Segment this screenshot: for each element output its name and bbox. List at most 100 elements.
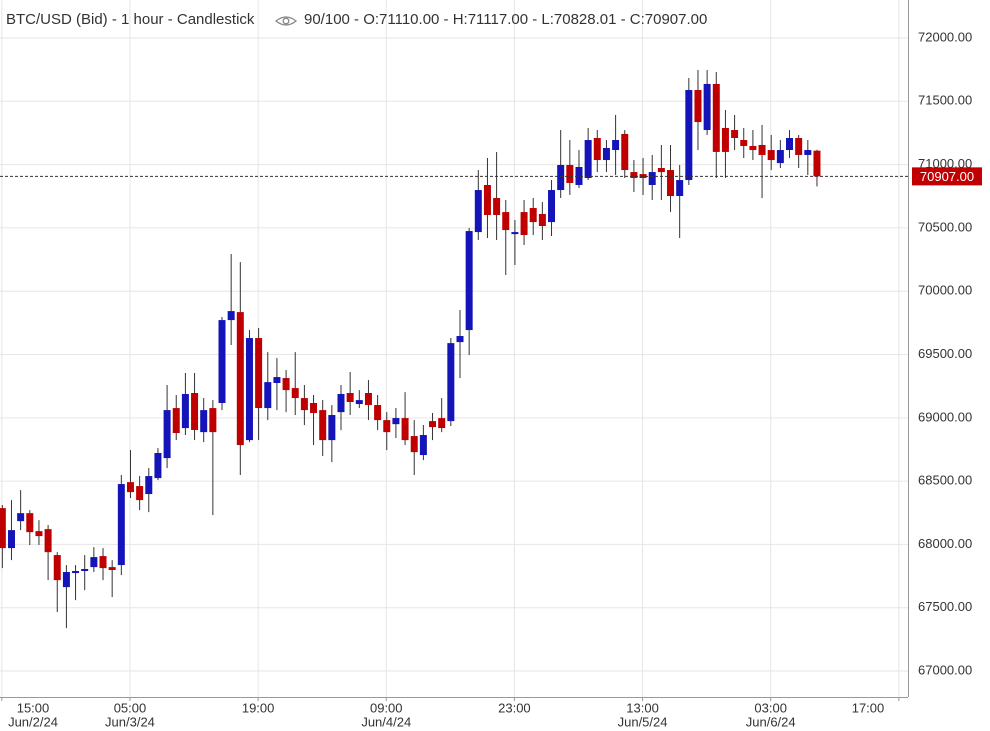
candle-body — [355, 400, 363, 405]
candle-body — [438, 418, 446, 429]
candle-body — [300, 398, 308, 411]
candles — [0, 70, 821, 629]
candle-body — [255, 338, 263, 409]
x-tick-date: Jun/6/24 — [746, 714, 796, 729]
candle-body — [758, 144, 766, 155]
candle-body — [493, 198, 501, 215]
x-tick-label: 19:00 — [242, 700, 275, 715]
candle-body — [236, 312, 244, 446]
candle-body — [200, 410, 208, 433]
candle-body — [602, 148, 610, 161]
candle-body — [474, 190, 482, 233]
candle-body — [273, 377, 281, 384]
y-tick-label: 70000.00 — [918, 283, 972, 298]
candle-body — [181, 394, 189, 429]
candle-body — [529, 208, 537, 223]
x-tick-date: Jun/2/24 — [8, 714, 58, 729]
candle-body — [392, 418, 400, 425]
candle-body — [621, 133, 629, 171]
candle-body — [630, 172, 638, 179]
candle-body — [264, 382, 272, 409]
candle-body — [108, 567, 116, 571]
candle-body — [310, 403, 318, 414]
candle-body — [429, 421, 437, 428]
candle-body — [795, 138, 803, 155]
candle-body — [53, 555, 61, 581]
candle-body — [694, 90, 702, 123]
candle-body — [282, 378, 290, 391]
candle-body — [502, 212, 510, 231]
y-tick-label: 68500.00 — [918, 473, 972, 488]
candle-body — [676, 180, 684, 196]
y-tick-label: 71500.00 — [918, 93, 972, 108]
candle-body — [35, 531, 43, 537]
candle-body — [456, 336, 464, 343]
candle-body — [72, 571, 80, 574]
candle-body — [657, 168, 665, 173]
candle-body — [612, 140, 620, 151]
candle-body — [145, 476, 153, 495]
last-price-label: 70907.00 — [920, 169, 974, 184]
candle-body — [191, 393, 199, 430]
candle-body — [209, 408, 217, 433]
candle-body — [813, 150, 821, 177]
candle-body — [667, 170, 675, 196]
chart-title: BTC/USD (Bid) - 1 hour - Candlestick — [6, 11, 255, 28]
candle-body — [584, 140, 592, 179]
candle-body — [548, 190, 556, 223]
candle-body — [557, 164, 565, 191]
x-tick-label: 13:00 — [626, 700, 659, 715]
candle-body — [401, 418, 409, 441]
candle-body — [465, 231, 473, 331]
y-tick-label: 67500.00 — [918, 599, 972, 614]
candle-body — [337, 394, 345, 413]
y-tick-label: 67000.00 — [918, 662, 972, 677]
candle-body — [346, 393, 354, 402]
x-tick-label: 23:00 — [498, 700, 531, 715]
candle-body — [419, 435, 427, 456]
candle-body — [163, 410, 171, 459]
x-tick-date: Jun/3/24 — [105, 714, 155, 729]
candle-body — [639, 174, 647, 179]
candle-body — [154, 453, 162, 479]
y-tick-label: 69500.00 — [918, 346, 972, 361]
candle-body — [804, 150, 812, 155]
candle-body — [721, 128, 729, 152]
x-tick-label: 15:00 — [17, 700, 50, 715]
candle-body — [319, 410, 327, 441]
x-tick-label: 17:00 — [852, 700, 885, 715]
y-tick-label: 69000.00 — [918, 409, 972, 424]
candle-body — [7, 530, 15, 549]
candle-body — [218, 320, 226, 404]
candle-body — [648, 172, 656, 185]
x-tick-label: 05:00 — [114, 700, 147, 715]
candle-body — [593, 138, 601, 161]
candle-body — [172, 408, 180, 434]
candle-body — [90, 557, 98, 568]
candle-body — [447, 343, 455, 422]
candle-body — [520, 212, 528, 235]
y-tick-label: 72000.00 — [918, 29, 972, 44]
y-tick-label: 70500.00 — [918, 219, 972, 234]
x-tick-date: Jun/4/24 — [361, 714, 411, 729]
candle-body — [749, 145, 757, 151]
candle-body — [99, 556, 107, 569]
x-tick-label: 09:00 — [370, 700, 403, 715]
candle-body — [81, 568, 89, 572]
candle-body — [245, 338, 253, 441]
x-tick-label: 03:00 — [754, 700, 787, 715]
candle-body — [374, 405, 382, 421]
candle-body — [538, 213, 546, 227]
candle-body — [712, 83, 720, 152]
candle-body — [685, 90, 693, 181]
y-tick-label: 71000.00 — [918, 156, 972, 171]
candle-body — [483, 184, 491, 215]
last-price-tag — [912, 167, 982, 186]
candle-body — [776, 150, 784, 164]
candle-body — [511, 232, 519, 235]
candle-body — [26, 513, 34, 533]
y-tick-label: 68000.00 — [918, 536, 972, 551]
candle-body — [703, 83, 711, 131]
candle-body — [383, 420, 391, 433]
